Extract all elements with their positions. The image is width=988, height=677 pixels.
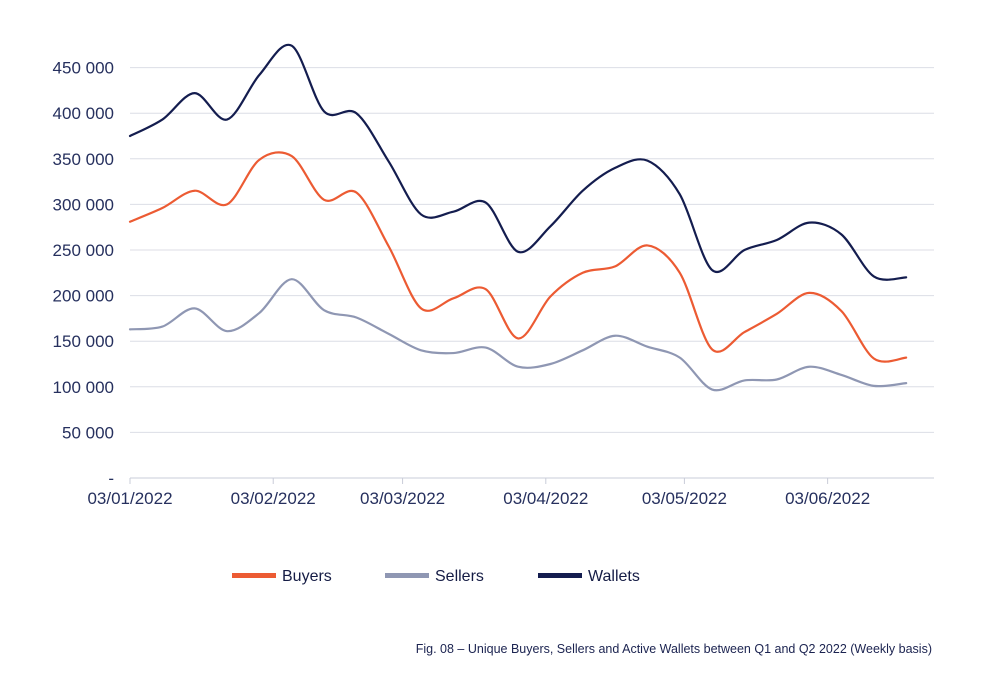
legend-item-wallets: Wallets [538,568,640,585]
legend-item-sellers: Sellers [385,568,484,585]
x-axis: 03/01/2022 03/02/2022 03/03/2022 03/04/2022… [87,477,934,508]
y-tick-label: 100 000 [53,378,114,397]
legend-label: Wallets [588,568,640,585]
x-tick-label: 03/04/2022 [503,489,588,508]
y-tick-label: 200 000 [53,287,114,306]
series-lines [128,43,908,392]
y-tick-label: 450 000 [53,59,114,78]
legend-swatch [385,573,429,578]
y-tick-label: 400 000 [53,104,114,123]
legend: Buyers Sellers Wallets [232,568,640,585]
series-line-buyers [128,151,908,363]
gridlines [130,67,934,433]
series-line-sellers [128,278,908,392]
series-line-wallets [128,43,908,281]
y-axis: - 50 000 100 000 150 000 200 000 250 000 300 0… [53,59,114,488]
legend-label: Buyers [282,568,332,585]
y-tick-label: 50 000 [62,423,114,442]
x-tick-label: 03/06/2022 [785,489,870,508]
y-tick-label: 150 000 [53,332,114,351]
legend-swatch [538,573,582,578]
legend-swatch [232,573,276,578]
y-tick-label: - [108,469,114,488]
x-tick-label: 03/01/2022 [87,489,172,508]
x-tick-label: 03/05/2022 [642,489,727,508]
figure-caption: Fig. 08 – Unique Buyers, Sellers and Act… [415,642,932,656]
x-tick-label: 03/02/2022 [231,489,316,508]
legend-label: Sellers [435,568,484,585]
y-tick-label: 250 000 [53,241,114,260]
y-tick-label: 300 000 [53,195,114,214]
y-tick-label: 350 000 [53,150,114,169]
legend-item-buyers: Buyers [232,568,332,585]
x-tick-label: 03/03/2022 [360,489,445,508]
